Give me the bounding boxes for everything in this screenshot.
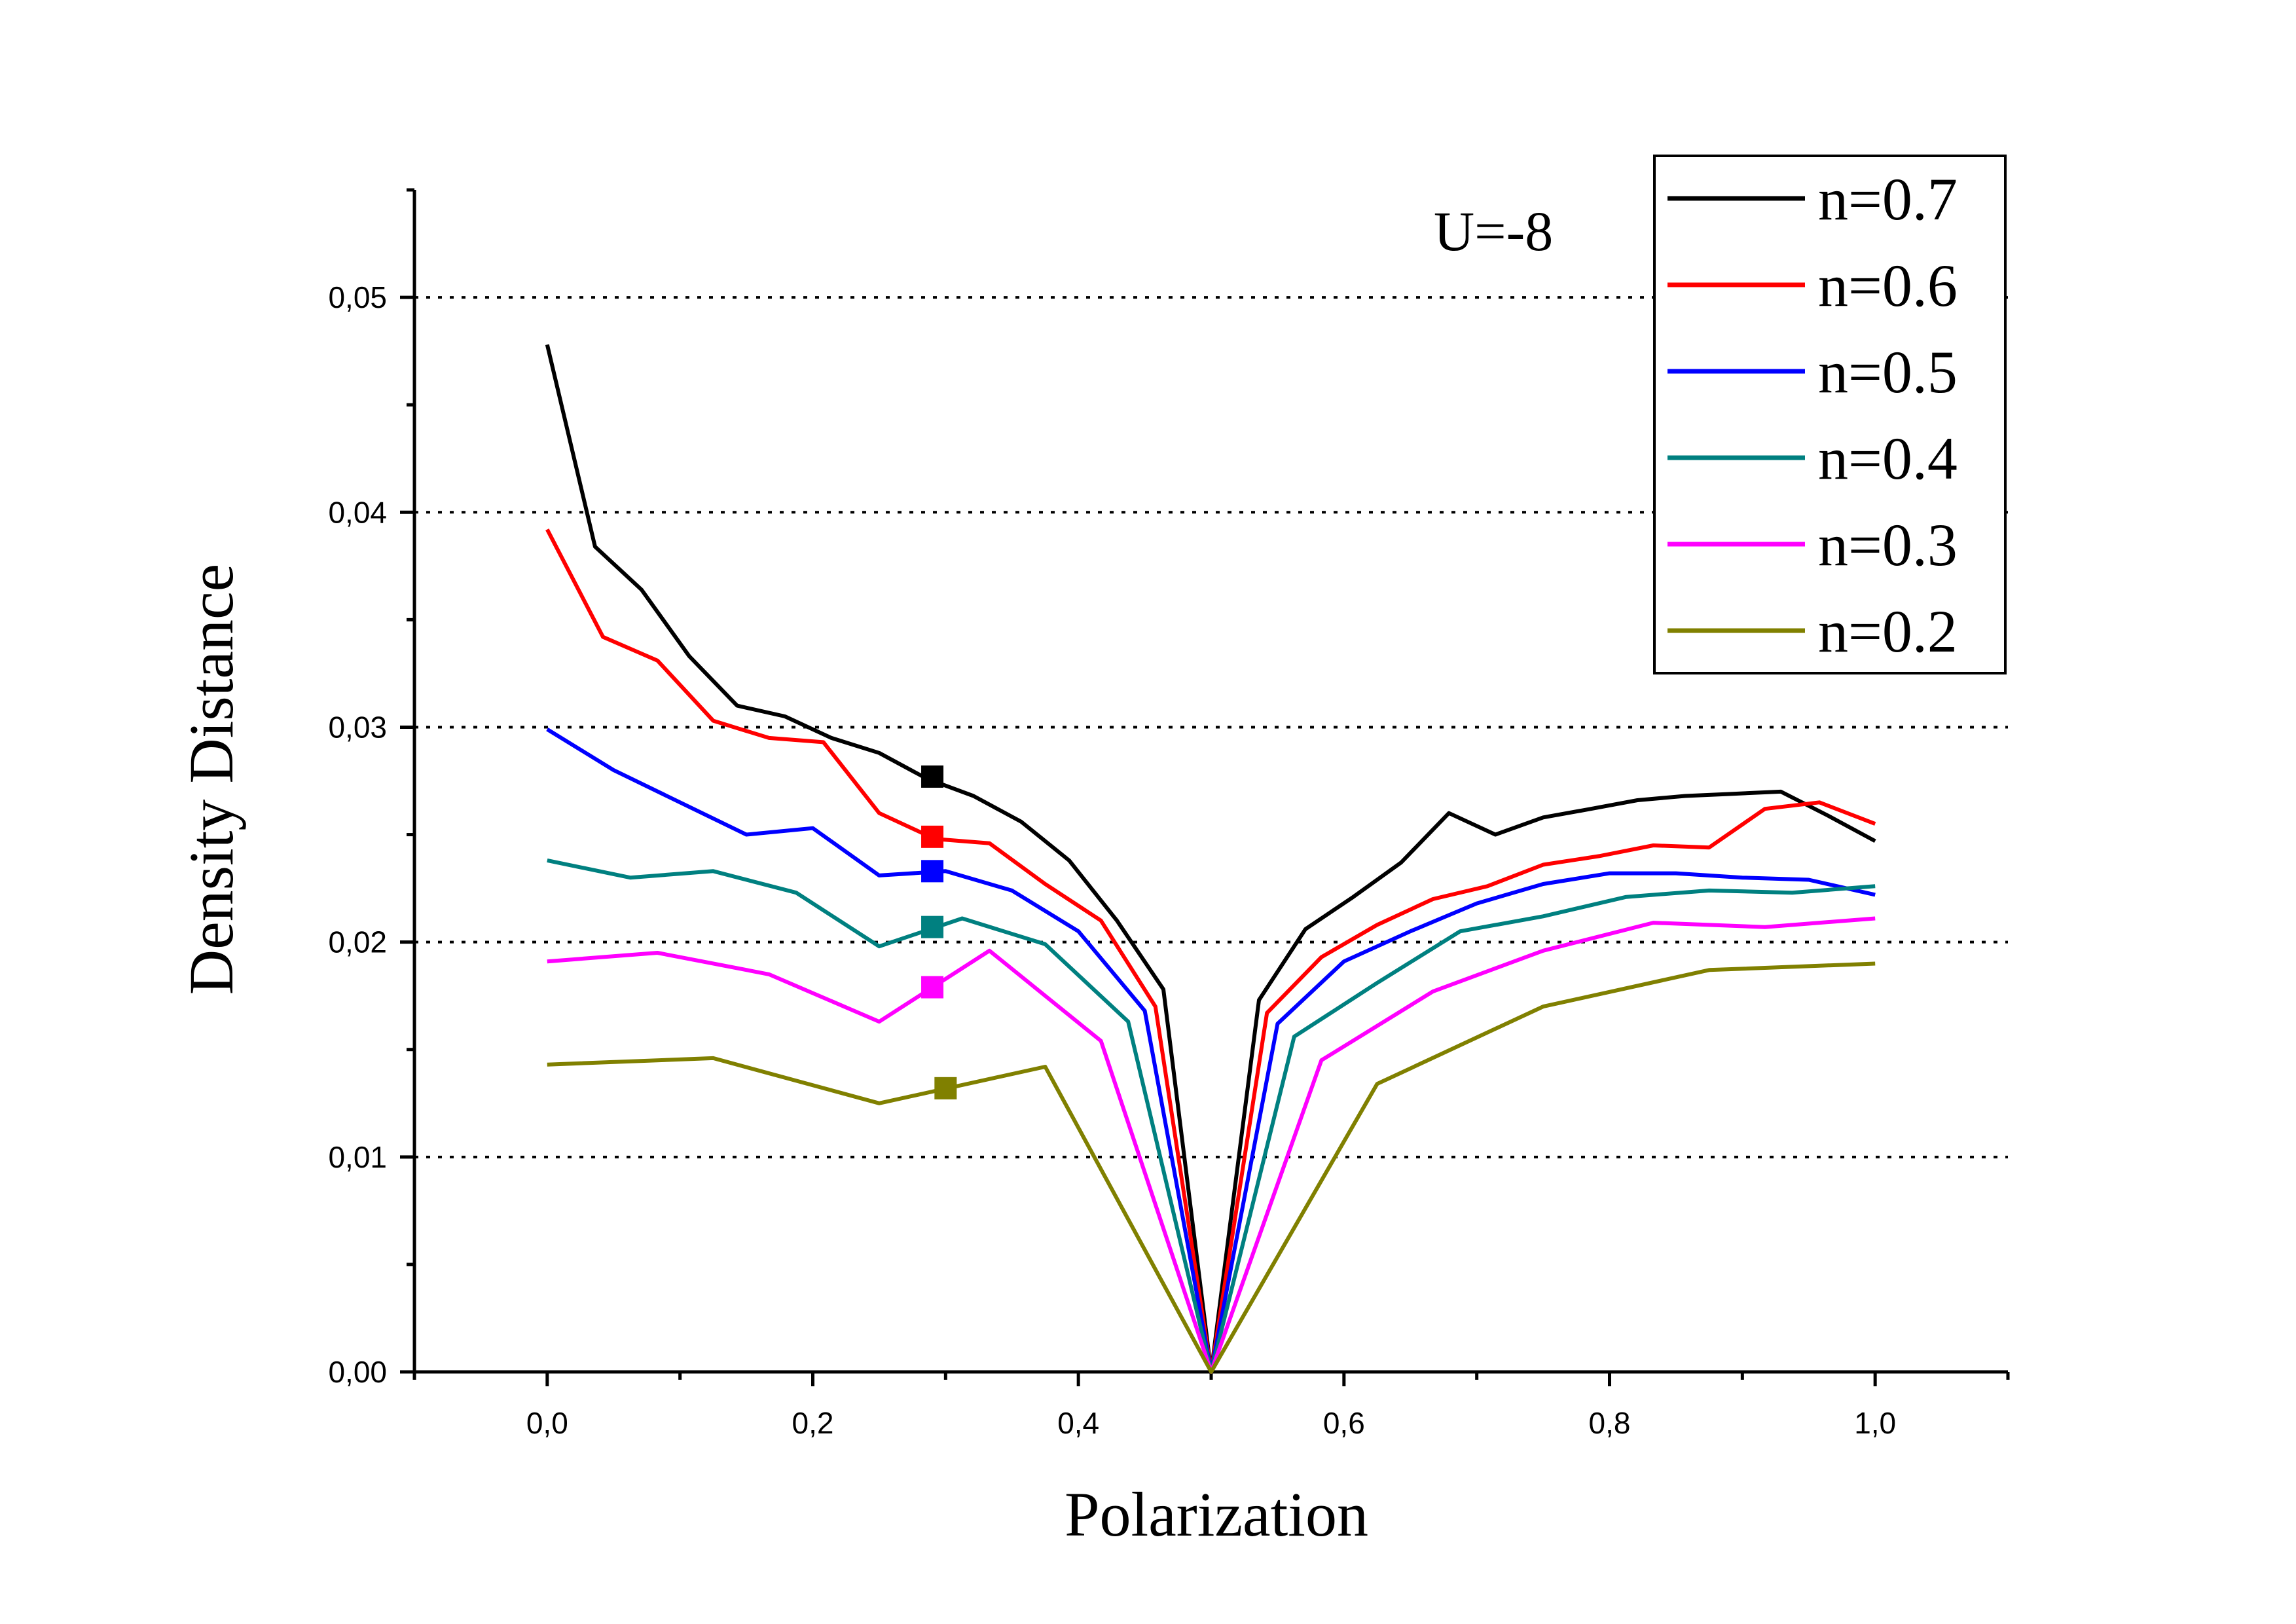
- series-line-n=0.5: [546, 728, 1876, 1374]
- tick-labels: 0,00 0,01 0,02 0,03 0,04 0,05 0,0 0,2 0,4 0,6 0,8 1…: [328, 280, 1896, 1440]
- x-tick-label: 1,0: [1854, 1406, 1896, 1440]
- legend-items: n=0.7 n=0.6 n=0.5 n=0.4 n=0.3 n=0.2: [1667, 166, 1958, 665]
- x-tick-label: 0,6: [1323, 1406, 1365, 1440]
- x-tick-label: 0,2: [792, 1406, 834, 1440]
- y-tick-label: 0,02: [328, 925, 387, 959]
- x-tick-label: 0,8: [1589, 1406, 1631, 1440]
- y-tick-label: 0,00: [328, 1355, 387, 1389]
- y-tick-label: 0,03: [328, 710, 387, 744]
- y-tick-label: 0,05: [328, 280, 387, 314]
- y-tick-label: 0,01: [328, 1140, 387, 1174]
- series-marker-n=0.3: [921, 976, 944, 999]
- legend: n=0.7 n=0.6 n=0.5 n=0.4 n=0.3 n=0.2: [1653, 155, 2007, 674]
- series-marker-n=0.5: [921, 860, 944, 883]
- series-marker-n=0.6: [921, 825, 944, 848]
- y-axis-title: Density Distance: [176, 564, 246, 995]
- legend-label: n=0.5: [1818, 339, 1958, 405]
- y-tick-label: 0,04: [328, 495, 387, 529]
- series-marker-n=0.2: [934, 1077, 957, 1099]
- x-axis-title: Polarization: [1065, 1479, 1368, 1549]
- legend-label: n=0.7: [1818, 166, 1958, 232]
- tick-marks: [400, 188, 2010, 1386]
- series-marker-n=0.7: [921, 765, 944, 788]
- series-line-n=0.3: [547, 916, 1876, 1374]
- series-line-n=0.2: [547, 961, 1876, 1374]
- legend-label: n=0.3: [1818, 511, 1958, 578]
- legend-label: n=0.4: [1818, 425, 1958, 492]
- x-tick-label: 0,0: [526, 1406, 568, 1440]
- series-markers: [921, 765, 957, 1099]
- legend-box: [1653, 155, 2007, 674]
- x-tick-label: 0,4: [1057, 1406, 1099, 1440]
- series-line-n=0.4: [547, 858, 1876, 1374]
- series-marker-n=0.4: [921, 915, 944, 938]
- series-lines: [545, 344, 1876, 1374]
- legend-label: n=0.2: [1818, 598, 1958, 665]
- legend-label: n=0.6: [1818, 252, 1958, 319]
- chart-annotation: U=-8: [1434, 200, 1553, 263]
